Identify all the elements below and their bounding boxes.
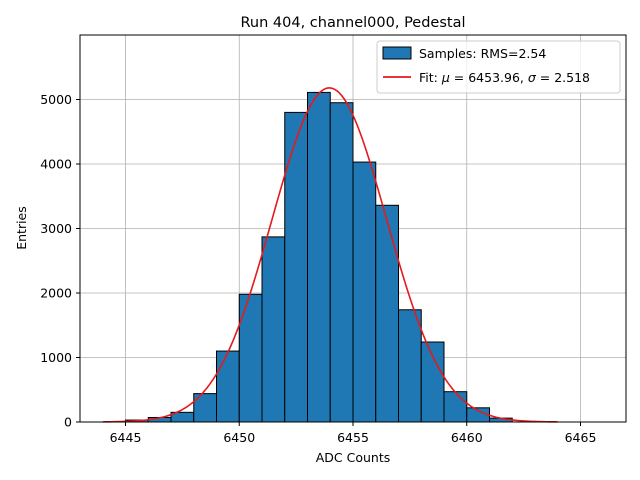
- histogram-bar: [216, 350, 240, 423]
- x-tick-label: 6460: [451, 430, 483, 445]
- histogram-bar: [307, 91, 331, 423]
- y-tick-label: 0: [64, 415, 72, 430]
- x-tick-label: 6450: [223, 430, 255, 445]
- chart-title: Run 404, channel000, Pedestal: [240, 15, 465, 31]
- legend-swatch-samples: [382, 46, 412, 60]
- histogram-bar: [329, 102, 354, 423]
- y-tick-label: 3000: [40, 221, 72, 236]
- x-tick-label: 6455: [337, 430, 369, 445]
- y-tick-label: 1000: [40, 350, 72, 365]
- y-axis-ticks: 0 1000 2000 3000 4000 5000: [40, 92, 80, 430]
- x-axis-label: ADC Counts: [316, 450, 391, 465]
- histogram-bar: [398, 309, 422, 423]
- x-tick-label: 6445: [110, 430, 142, 445]
- gaussian-fit-curve: [102, 87, 558, 423]
- x-tick-label: 6465: [565, 430, 597, 445]
- y-tick-label: 4000: [40, 157, 72, 172]
- histogram-bar: [420, 341, 445, 423]
- histogram-bars: [125, 91, 513, 423]
- legend-box: [376, 40, 621, 94]
- y-tick-label: 5000: [40, 92, 72, 107]
- legend: Samples: RMS=2.54 Fit: μ = 6453.96, σ = …: [376, 40, 621, 94]
- histogram-bar: [375, 204, 399, 423]
- legend-label-samples: Samples: RMS=2.54: [419, 46, 546, 61]
- histogram-bar: [261, 236, 286, 423]
- legend-label-fit: Fit: μ = 6453.96, σ = 2.518: [419, 70, 590, 85]
- histogram-bar: [284, 111, 308, 423]
- histogram-bar: [443, 391, 468, 423]
- histogram-bar: [352, 161, 377, 423]
- y-axis-label: Entries: [14, 206, 29, 250]
- y-tick-label: 2000: [40, 286, 72, 301]
- x-axis-ticks: 6445 6450 6455 6460 6465: [110, 422, 597, 445]
